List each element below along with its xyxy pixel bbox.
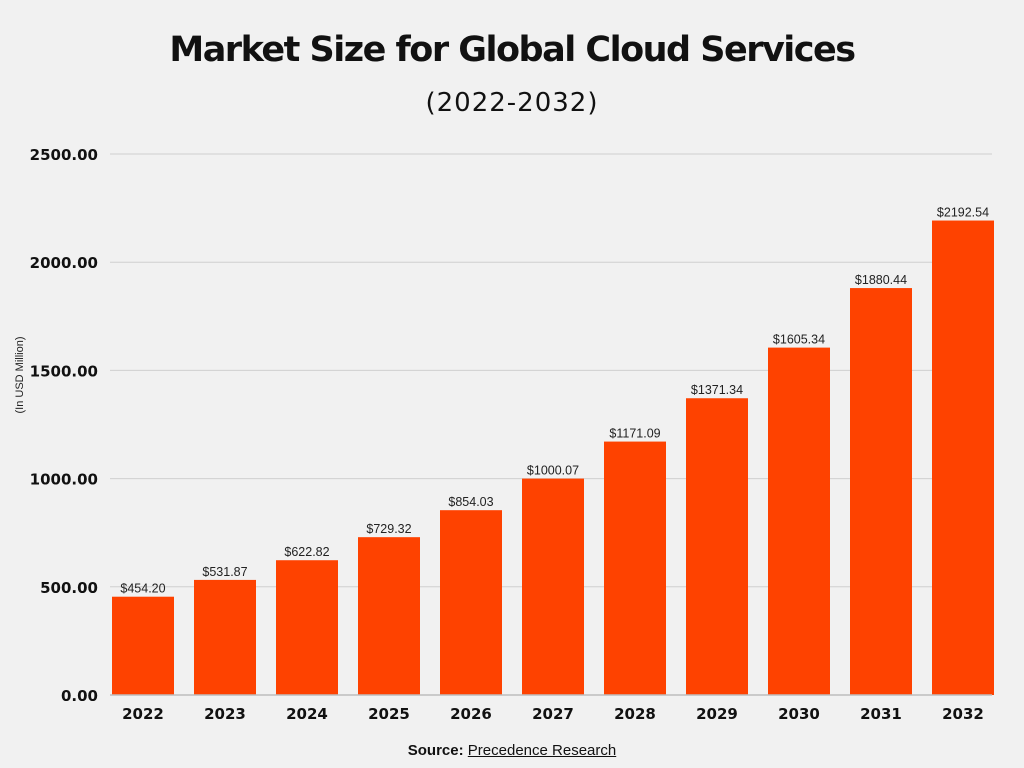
bar-2031 [850,288,912,695]
x-tick-label: 2030 [778,705,820,723]
data-label: $454.20 [120,582,165,596]
x-tick-label: 2025 [368,705,410,723]
bar-2032 [932,220,994,695]
x-tick-label: 2022 [122,705,164,723]
x-tick-label: 2029 [696,705,738,723]
x-tick-label: 2026 [450,705,492,723]
bar-2024 [276,560,338,695]
y-axis-label: (In USD Million) [14,336,26,413]
bar-2025 [358,537,420,695]
source-note: Source: Precedence Research [0,742,1024,759]
bar-2030 [768,347,830,695]
x-tick-label: 2031 [860,705,902,723]
chart-subtitle: (2022-2032) [425,88,599,118]
data-label: $531.87 [202,565,247,579]
bar-2028 [604,441,666,695]
y-tick-label: 2500.00 [30,146,98,164]
x-tick-label: 2027 [532,705,574,723]
bar-2022 [112,596,174,695]
y-tick-label: 1000.00 [30,471,98,489]
y-tick-label: 2000.00 [30,254,98,272]
chart-title: Market Size for Global Cloud Services [169,30,856,70]
data-label: $1371.34 [691,383,743,397]
x-tick-label: 2023 [204,705,246,723]
y-tick-label: 500.00 [40,579,98,597]
data-label: $1605.34 [773,333,825,347]
data-label: $622.82 [284,545,329,559]
data-label: $1000.07 [527,464,579,478]
source-link[interactable]: Precedence Research [467,742,617,759]
data-label: $1880.44 [855,273,907,287]
data-label: $854.03 [448,495,493,509]
source-label: Source: [407,742,464,759]
data-label: $1171.09 [609,427,660,441]
bar-2023 [194,579,256,695]
bar-2026 [440,510,502,695]
y-tick-label: 1500.00 [30,362,98,380]
x-tick-label: 2032 [942,705,984,723]
x-tick-label: 2024 [286,705,328,723]
y-tick-label: 0.00 [61,687,98,705]
bar-2027 [522,478,584,695]
data-label: $2192.54 [937,206,989,220]
data-label: $729.32 [366,522,411,536]
x-tick-label: 2028 [614,705,656,723]
bar-2029 [686,398,748,695]
